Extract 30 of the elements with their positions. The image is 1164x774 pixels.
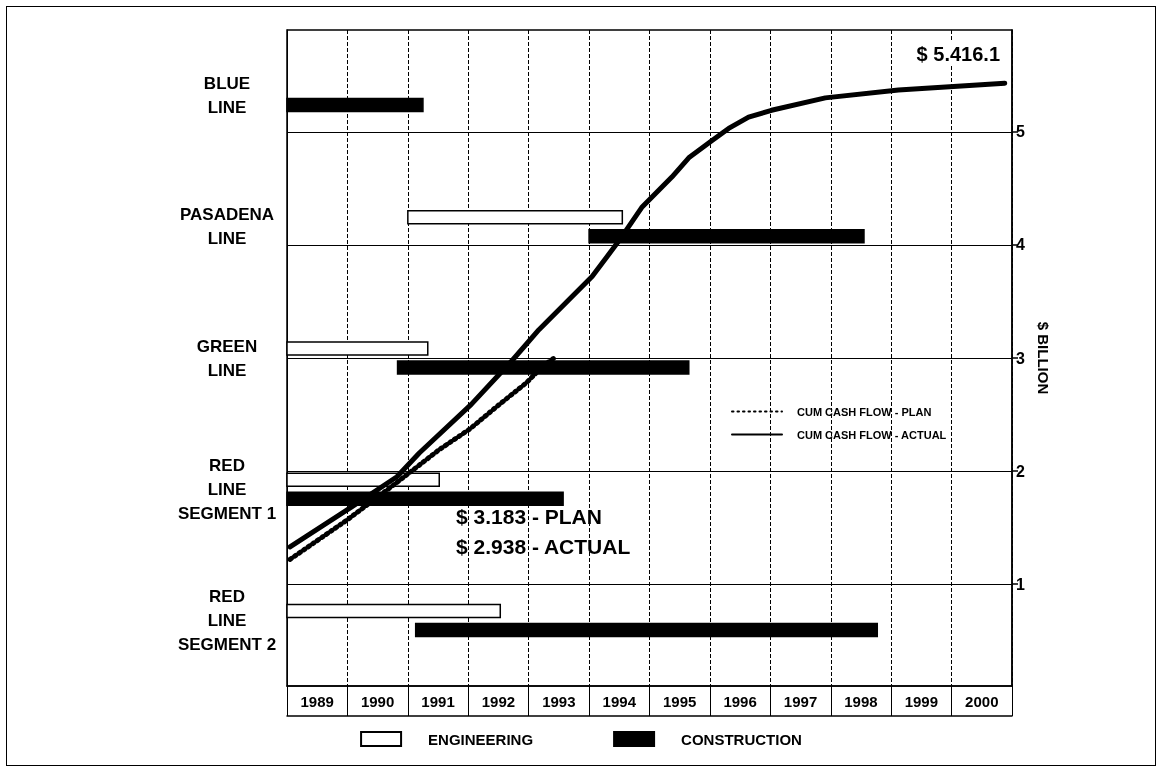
y-tick-label: GREEN LINE — [196, 336, 258, 380]
y-tick-label: 2 — [1016, 462, 1025, 480]
y-tick-label: BLUE LINE — [203, 74, 251, 118]
y-tick-label: RED LINE SEGMENT 2 — [177, 586, 277, 654]
annotation: $ 5.416.1 — [916, 43, 1001, 65]
x-tick-label: 1998 — [844, 693, 878, 710]
y-tick-label: 3 — [1016, 349, 1025, 367]
x-tick-label: 1999 — [904, 693, 939, 710]
y-tick-label: 5 — [1016, 123, 1025, 141]
legend-label: CUM CASH FLOW - PLAN — [797, 405, 932, 418]
x-tick-label: 1991 — [421, 693, 455, 710]
x-tick-label: 2000 — [965, 693, 999, 710]
x-tick-label: 1996 — [723, 693, 757, 710]
annotation: $ 3.183 - PLAN — [456, 505, 602, 528]
y-tick-label: 1 — [1016, 575, 1025, 593]
x-tick-label: 1993 — [542, 693, 576, 710]
x-tick-label: 1992 — [481, 693, 516, 710]
x-tick-label: 1989 — [300, 693, 334, 710]
y-tick-label: PASADENA LINE — [179, 205, 275, 249]
legend-label: ENGINEERING — [428, 730, 534, 748]
x-tick-label: 1997 — [783, 693, 818, 710]
y-tick-label: 4 — [1016, 236, 1025, 254]
y-tick-label: RED LINE SEGMENT 1 — [177, 455, 277, 523]
y-axis-title: $ BILLION — [1035, 321, 1052, 395]
annotation: $ 2.938 - ACTUAL — [456, 535, 631, 558]
x-tick-label: 1995 — [663, 693, 697, 710]
x-tick-label: 1990 — [360, 693, 395, 710]
legend-label: CUM CASH FLOW - ACTUAL — [797, 428, 947, 441]
x-tick-label: 1994 — [602, 693, 637, 710]
legend-label: CONSTRUCTION — [681, 730, 802, 748]
